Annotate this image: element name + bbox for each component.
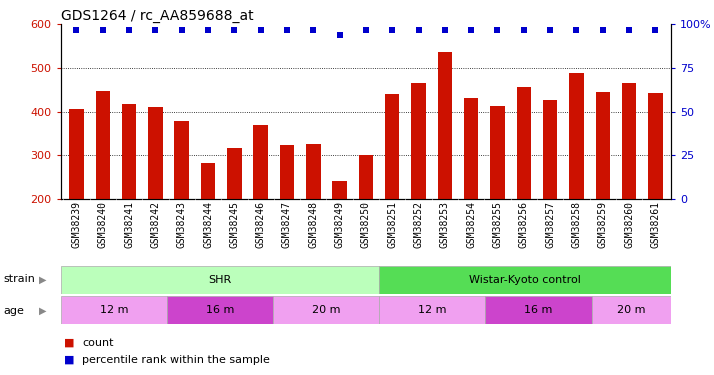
Text: GSM38242: GSM38242	[151, 201, 161, 248]
Bar	[167, 296, 273, 324]
Text: 16 m: 16 m	[524, 305, 553, 315]
Bar	[273, 296, 379, 324]
Text: 20 m: 20 m	[617, 305, 645, 315]
Text: GSM38248: GSM38248	[308, 201, 318, 248]
Bar	[486, 296, 591, 324]
Text: 16 m: 16 m	[206, 305, 234, 315]
Point	[97, 27, 109, 33]
Point	[308, 27, 319, 33]
Bar	[149, 107, 163, 199]
Text: GSM38257: GSM38257	[545, 201, 555, 248]
Text: GSM38253: GSM38253	[440, 201, 450, 248]
Text: GSM38259: GSM38259	[598, 201, 608, 248]
Text: GSM38249: GSM38249	[335, 201, 345, 248]
Point	[360, 27, 371, 33]
Point	[570, 27, 582, 33]
Bar	[595, 92, 610, 199]
Text: GSM38252: GSM38252	[413, 201, 423, 248]
Bar	[385, 94, 399, 199]
Bar	[464, 98, 478, 199]
Text: GSM38240: GSM38240	[98, 201, 108, 248]
Text: GSM38239: GSM38239	[71, 201, 81, 248]
Text: GDS1264 / rc_AA859688_at: GDS1264 / rc_AA859688_at	[61, 9, 253, 23]
Text: ▶: ▶	[39, 274, 47, 284]
Text: percentile rank within the sample: percentile rank within the sample	[82, 355, 270, 365]
Bar	[411, 83, 426, 199]
Text: age: age	[4, 306, 24, 316]
Bar	[516, 87, 531, 199]
Text: GSM38241: GSM38241	[124, 201, 134, 248]
Text: 20 m: 20 m	[312, 305, 341, 315]
Bar	[333, 182, 347, 199]
Bar	[379, 266, 671, 294]
Bar	[253, 124, 268, 199]
Bar	[122, 104, 136, 199]
Text: GSM38260: GSM38260	[624, 201, 634, 248]
Bar	[591, 296, 671, 324]
Bar	[491, 106, 505, 199]
Bar	[306, 144, 321, 199]
Point	[281, 27, 293, 33]
Bar	[543, 100, 558, 199]
Point	[124, 27, 135, 33]
Bar	[280, 145, 294, 199]
Bar	[201, 163, 216, 199]
Text: GSM38256: GSM38256	[519, 201, 529, 248]
Text: GSM38251: GSM38251	[387, 201, 397, 248]
Text: GSM38247: GSM38247	[282, 201, 292, 248]
Point	[71, 27, 82, 33]
Bar	[69, 109, 84, 199]
Text: strain: strain	[4, 274, 36, 284]
Bar	[61, 296, 167, 324]
Text: count: count	[82, 338, 114, 348]
Point	[334, 32, 346, 38]
Text: ▶: ▶	[39, 306, 47, 316]
Bar	[648, 93, 663, 199]
Text: GSM38258: GSM38258	[571, 201, 581, 248]
Point	[439, 27, 451, 33]
Point	[492, 27, 503, 33]
Point	[623, 27, 635, 33]
Text: GSM38243: GSM38243	[177, 201, 187, 248]
Bar	[358, 155, 373, 199]
Text: GSM38246: GSM38246	[256, 201, 266, 248]
Point	[150, 27, 161, 33]
Bar	[174, 121, 189, 199]
Point	[386, 27, 398, 33]
Point	[597, 27, 608, 33]
Point	[544, 27, 555, 33]
Bar	[569, 73, 583, 199]
Text: GSM38250: GSM38250	[361, 201, 371, 248]
Point	[518, 27, 530, 33]
Text: SHR: SHR	[208, 275, 231, 285]
Text: 12 m: 12 m	[418, 305, 446, 315]
Bar	[227, 148, 241, 199]
Text: GSM38254: GSM38254	[466, 201, 476, 248]
Text: GSM38255: GSM38255	[493, 201, 503, 248]
Point	[413, 27, 424, 33]
Text: GSM38245: GSM38245	[229, 201, 239, 248]
Bar	[438, 52, 452, 199]
Text: ■: ■	[64, 338, 75, 348]
Point	[255, 27, 266, 33]
Point	[228, 27, 240, 33]
Text: 12 m: 12 m	[99, 305, 128, 315]
Text: ■: ■	[64, 355, 75, 365]
Bar	[379, 296, 486, 324]
Point	[650, 27, 661, 33]
Bar	[622, 83, 636, 199]
Text: Wistar-Kyoto control: Wistar-Kyoto control	[469, 275, 581, 285]
Point	[202, 27, 213, 33]
Point	[176, 27, 188, 33]
Point	[466, 27, 477, 33]
Text: GSM38261: GSM38261	[650, 201, 660, 248]
Bar	[96, 91, 110, 199]
Bar	[61, 266, 379, 294]
Text: GSM38244: GSM38244	[203, 201, 213, 248]
